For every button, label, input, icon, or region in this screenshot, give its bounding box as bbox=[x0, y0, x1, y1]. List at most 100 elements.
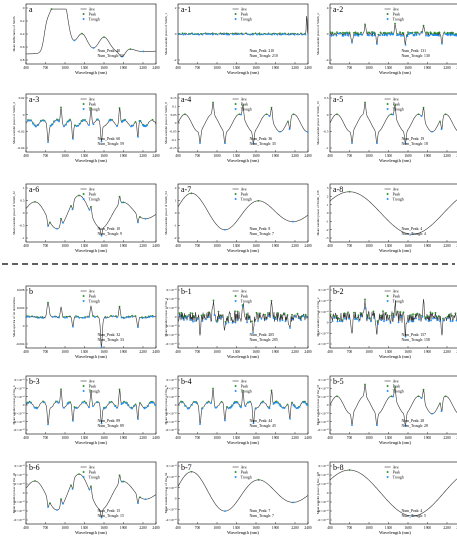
legend-label-trough: Trough bbox=[393, 389, 404, 393]
peak-marker bbox=[306, 315, 309, 318]
trough-marker bbox=[268, 33, 270, 36]
num-trough-label: Num_Trough: 18 bbox=[402, 142, 428, 146]
trough-marker bbox=[216, 321, 218, 323]
legend-label-ave: Ave bbox=[241, 465, 247, 469]
y-tick-label: 0.1 bbox=[172, 105, 177, 109]
x-tick-label: 700 bbox=[195, 350, 201, 354]
x-axis-label: Wavelength (nm) bbox=[227, 248, 259, 253]
legend-swatch-peak bbox=[82, 103, 85, 105]
trough-marker bbox=[331, 320, 334, 323]
trough-marker bbox=[248, 317, 251, 320]
x-tick-label: 1600 bbox=[252, 244, 259, 248]
trough-marker bbox=[72, 138, 74, 140]
y-tick-label: -0.15 bbox=[169, 146, 176, 150]
x-tick-label: 1000 bbox=[213, 66, 220, 70]
panel-a-8: a-8 Mean wavelet power of Smith_128 3 2 1 0 -1… bbox=[316, 183, 457, 253]
trough-marker bbox=[144, 498, 147, 501]
x-tick-label: 1300 bbox=[233, 436, 240, 440]
trough-marker bbox=[344, 34, 347, 36]
num-peak-label: Num_Peak: 40 bbox=[98, 49, 121, 53]
num-trough-label: Num_Trough: 28 bbox=[402, 424, 428, 428]
peak-marker bbox=[283, 312, 286, 315]
trough-marker bbox=[198, 33, 200, 36]
panel-label: b-1 bbox=[181, 287, 192, 296]
x-tick-label: 1900 bbox=[272, 350, 279, 354]
x-tick-label: 1900 bbox=[424, 154, 431, 158]
y-tick-label: 2 bbox=[175, 6, 177, 10]
trough-marker bbox=[220, 33, 223, 36]
trough-marker bbox=[376, 43, 378, 45]
peak-marker bbox=[385, 312, 387, 314]
panel-label: b-8 bbox=[333, 463, 344, 472]
legend-swatch-peak bbox=[82, 471, 85, 473]
trough-marker bbox=[120, 316, 123, 319]
legend-label-ave: Ave bbox=[241, 379, 247, 383]
trough-marker bbox=[199, 423, 201, 426]
trough-marker bbox=[447, 317, 449, 320]
peak-marker bbox=[422, 106, 425, 109]
peak-marker bbox=[331, 31, 334, 34]
peak-marker bbox=[412, 313, 414, 316]
trough-marker bbox=[341, 320, 344, 323]
trough-marker bbox=[199, 142, 201, 144]
y-tick-label: 0.6 bbox=[20, 45, 25, 49]
trough-marker bbox=[137, 418, 139, 420]
legend-label-trough: Trough bbox=[89, 299, 100, 303]
x-tick-label: 2400 bbox=[304, 526, 311, 530]
trough-marker bbox=[351, 41, 353, 44]
trough-marker bbox=[47, 506, 49, 508]
legend-label-peak: Peak bbox=[241, 470, 248, 474]
num-trough-label: Num_Trough: 50 bbox=[98, 54, 124, 58]
x-tick-label: 1900 bbox=[272, 154, 279, 158]
peak-marker bbox=[390, 113, 393, 116]
peak-marker bbox=[300, 32, 302, 35]
x-tick-label: 1000 bbox=[213, 436, 220, 440]
peak-marker bbox=[69, 315, 71, 318]
x-tick-label: 1600 bbox=[404, 350, 411, 354]
trough-marker bbox=[440, 410, 443, 413]
y-axis-label: Mean wavelet power of Smith_2 bbox=[316, 13, 320, 55]
peak-marker bbox=[178, 312, 181, 314]
panel-label: b-4 bbox=[181, 377, 192, 386]
peak-marker bbox=[190, 192, 193, 195]
trough-marker bbox=[100, 346, 103, 348]
x-tick-label: 400 bbox=[23, 244, 29, 248]
x-axis-label: Wavelength (nm) bbox=[379, 248, 411, 253]
trough-marker bbox=[76, 407, 78, 410]
trough-marker bbox=[221, 316, 223, 319]
x-tick-label: 1000 bbox=[61, 66, 68, 70]
legend-swatch-trough bbox=[82, 300, 85, 302]
peak-marker bbox=[336, 395, 338, 398]
legend-label-peak: Peak bbox=[393, 192, 400, 196]
trough-marker bbox=[421, 315, 424, 318]
y-tick-label: -0.02 bbox=[17, 130, 24, 134]
x-tick-label: 1900 bbox=[272, 436, 279, 440]
x-tick-label: 700 bbox=[43, 244, 49, 248]
trough-marker bbox=[139, 120, 141, 123]
x-tick-label: 700 bbox=[347, 244, 353, 248]
legend-label-trough: Trough bbox=[89, 17, 100, 21]
num-peak-label: Num_Peak: 44 bbox=[250, 419, 273, 423]
trough-marker bbox=[237, 318, 239, 321]
peak-marker bbox=[291, 401, 293, 404]
trough-marker bbox=[411, 233, 413, 236]
x-tick-label: 400 bbox=[175, 244, 181, 248]
num-peak-label: Num_Peak: 60 bbox=[98, 137, 121, 141]
y-axis-label: Mean wavelet power of Der_16 bbox=[316, 384, 320, 425]
y-tick-label: -4×10⁻⁴ bbox=[317, 420, 329, 424]
peak-marker bbox=[392, 312, 395, 315]
trough-marker bbox=[288, 33, 290, 36]
x-tick-label: 1000 bbox=[213, 350, 220, 354]
trough-marker bbox=[402, 34, 404, 37]
legend-swatch-trough bbox=[386, 18, 389, 20]
peak-marker bbox=[74, 124, 76, 127]
peak-marker bbox=[224, 320, 227, 323]
trough-marker bbox=[411, 515, 413, 517]
y-tick-label: -4×10⁻⁴ bbox=[13, 509, 25, 513]
trough-marker bbox=[388, 33, 390, 35]
trough-marker bbox=[418, 33, 421, 36]
trough-marker bbox=[272, 317, 275, 319]
series-line-ave bbox=[26, 8, 156, 57]
peak-marker bbox=[118, 388, 121, 391]
trough-marker bbox=[430, 33, 432, 36]
